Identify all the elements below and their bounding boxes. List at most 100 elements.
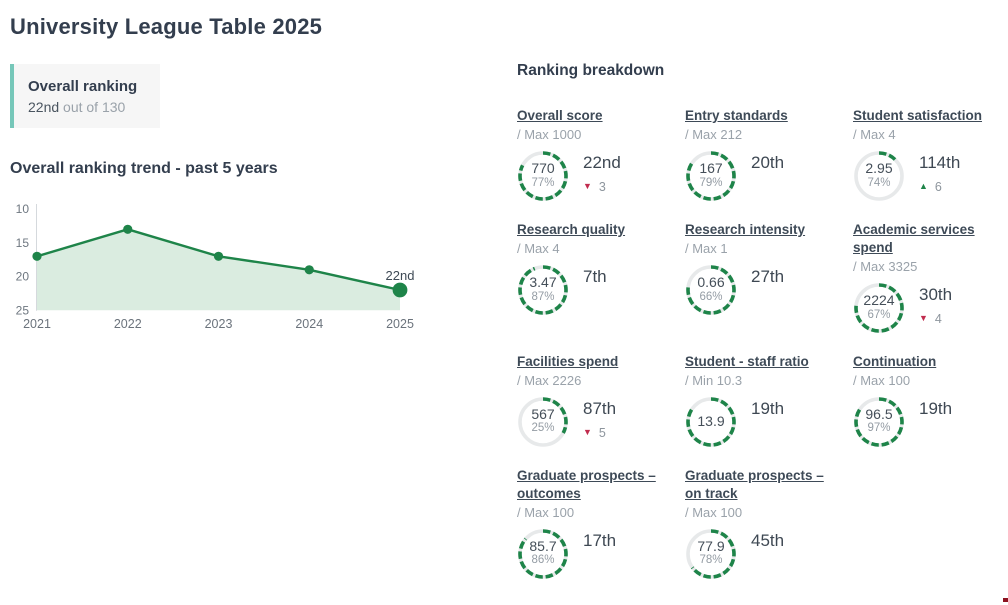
metric-card: Facilities spend / Max 2226 567 25% 87th ▼ 5 bbox=[517, 353, 675, 448]
metric-card: Student satisfaction / Max 4 2.95 74% 114th ▲… bbox=[853, 107, 1008, 202]
metric-value: 770 bbox=[531, 160, 555, 177]
metric-card: Academic services spend / Max 3325 2224 67%… bbox=[853, 221, 1008, 334]
metric-percent: 79% bbox=[699, 176, 723, 189]
metric-donut-text: 85.7 86% bbox=[517, 528, 569, 580]
metric-rank-block: 22nd ▼ 3 bbox=[583, 150, 621, 194]
metric-max-label: / Max 4 bbox=[517, 240, 560, 256]
metric-donut-text: 0.66 66% bbox=[685, 264, 737, 316]
metric-donut: 13.9 bbox=[685, 396, 737, 448]
metric-percent: 66% bbox=[699, 290, 723, 303]
rank-donut-ring bbox=[518, 151, 568, 201]
metric-value: 13.9 bbox=[697, 412, 725, 429]
metric-rank-block: 19th bbox=[751, 396, 784, 419]
rank-donut-ring bbox=[854, 282, 904, 333]
metric-percent: 86% bbox=[531, 554, 555, 567]
metric-donut: 2224 67% bbox=[853, 282, 905, 334]
metric-value: 2224 bbox=[863, 292, 895, 309]
metric-label[interactable]: Entry standards bbox=[685, 108, 788, 123]
metric-body: 13.9 19th bbox=[685, 396, 843, 448]
metric-donut: 3.47 87% bbox=[517, 264, 569, 316]
metric-rank-block: 7th bbox=[583, 264, 607, 287]
metric-body: 2.95 74% 114th ▲ 6 bbox=[853, 150, 1008, 202]
metric-label[interactable]: Research quality bbox=[517, 221, 626, 237]
metric-label[interactable]: Continuation bbox=[853, 353, 937, 369]
rank-donut-ring bbox=[686, 151, 736, 201]
rank-donut-ring bbox=[518, 528, 568, 579]
metric-rank-block: 87th ▼ 5 bbox=[583, 396, 616, 440]
rank-donut-ring bbox=[686, 396, 736, 447]
rank-donut-ring bbox=[518, 264, 568, 315]
metric-label[interactable]: Overall score bbox=[517, 108, 603, 123]
metric-percent: 74% bbox=[867, 176, 891, 189]
metric-max-label: / Max 1 bbox=[685, 240, 728, 256]
metric-max-label: / Max 2226 bbox=[517, 372, 582, 388]
trend-chart: 10 15 20 25 2021 2022 2023 2024 2025 22nd bbox=[10, 192, 490, 345]
metric-donut-text: 167 79% bbox=[685, 150, 737, 202]
rank-donut-ring bbox=[686, 528, 736, 579]
metric-value: 567 bbox=[531, 406, 555, 423]
metric-body: 85.7 86% 17th bbox=[517, 528, 675, 580]
metric-max-label: / Max 212 bbox=[685, 127, 743, 142]
trend-chart-title: Overall ranking trend - past 5 years bbox=[10, 160, 278, 177]
svg-text:25: 25 bbox=[16, 304, 30, 318]
metric-body: 167 79% 20th bbox=[685, 150, 843, 202]
metric-card: Research intensity / Max 1 0.66 66% 27th bbox=[685, 221, 843, 334]
metric-value: 167 bbox=[699, 160, 723, 177]
metrics-grid: Overall score / Max 1000 770 77% 22nd ▼ 3 Entry… bbox=[517, 107, 1008, 599]
metric-donut-text: 567 25% bbox=[517, 396, 569, 448]
rank-donut-ring bbox=[854, 151, 904, 201]
overall-rank-suffix: out of 130 bbox=[63, 99, 126, 115]
metric-rank-block: 20th bbox=[751, 150, 784, 173]
metric-percent: 77% bbox=[531, 176, 555, 189]
clipped-edge-artifact bbox=[1003, 598, 1008, 602]
metric-label[interactable]: Research intensity bbox=[685, 221, 806, 237]
metric-rank: 45th bbox=[751, 530, 785, 550]
svg-text:15: 15 bbox=[16, 236, 30, 250]
metric-rank: 20th bbox=[751, 152, 785, 172]
metric-label[interactable]: Facilities spend bbox=[517, 353, 619, 369]
metric-label[interactable]: Graduate prospects – outcomes bbox=[517, 467, 656, 501]
overall-ranking-card: Overall ranking 22nd out of 130 bbox=[10, 64, 160, 128]
metric-change: ▲ 6 bbox=[919, 180, 960, 194]
metric-body: 96.5 97% 19th bbox=[853, 396, 1008, 448]
left-column: University League Table 2025 Overall ran… bbox=[10, 10, 490, 345]
metric-label[interactable]: Student - staff ratio bbox=[685, 353, 809, 369]
metric-donut-text: 13.9 bbox=[685, 396, 737, 448]
metric-value: 96.5 bbox=[865, 406, 893, 423]
metric-change: ▼ 5 bbox=[583, 426, 616, 440]
metric-max-label: / Max 100 bbox=[517, 504, 575, 520]
metric-value: 85.7 bbox=[529, 537, 557, 554]
metric-body: 770 77% 22nd ▼ 3 bbox=[517, 150, 675, 202]
overall-ranking-value: 22nd out of 130 bbox=[28, 99, 144, 115]
metric-max-label: / Max 1000 bbox=[517, 127, 582, 142]
svg-text:2024: 2024 bbox=[295, 317, 323, 331]
metric-donut: 167 79% bbox=[685, 150, 737, 202]
svg-text:2023: 2023 bbox=[205, 317, 233, 331]
svg-text:20: 20 bbox=[16, 270, 30, 284]
metric-value: 3.47 bbox=[529, 274, 557, 291]
metric-body: 567 25% 87th ▼ 5 bbox=[517, 396, 675, 448]
metric-label[interactable]: Academic services spend bbox=[853, 221, 975, 255]
trend-up-icon: ▲ bbox=[919, 181, 928, 192]
metric-donut: 85.7 86% bbox=[517, 528, 569, 580]
metric-rank: 19th bbox=[751, 398, 785, 418]
metric-card: Student - staff ratio / Min 10.3 13.9 19th bbox=[685, 353, 843, 448]
metric-rank-block: 27th bbox=[751, 264, 784, 287]
metric-donut: 770 77% bbox=[517, 150, 569, 202]
metric-percent: 87% bbox=[531, 290, 555, 303]
metric-rank: 17th bbox=[583, 530, 617, 550]
metric-rank: 87th bbox=[583, 398, 617, 418]
metric-rank: 7th bbox=[583, 266, 607, 286]
metric-body: 3.47 87% 7th bbox=[517, 264, 675, 316]
metric-label[interactable]: Student satisfaction bbox=[853, 108, 983, 123]
ranking-breakdown-section: Ranking breakdown Overall score / Max 100… bbox=[517, 62, 1008, 605]
metric-label[interactable]: Graduate prospects – on track bbox=[685, 467, 824, 501]
metric-card: Graduate prospects – outcomes / Max 100 85… bbox=[517, 467, 675, 580]
metric-donut: 77.9 78% bbox=[685, 528, 737, 580]
svg-text:2022: 2022 bbox=[114, 317, 142, 331]
metric-donut: 567 25% bbox=[517, 396, 569, 448]
metric-rank: 22nd bbox=[583, 152, 621, 172]
metric-change-amount: 5 bbox=[598, 425, 606, 440]
metric-donut-text: 96.5 97% bbox=[853, 396, 905, 448]
